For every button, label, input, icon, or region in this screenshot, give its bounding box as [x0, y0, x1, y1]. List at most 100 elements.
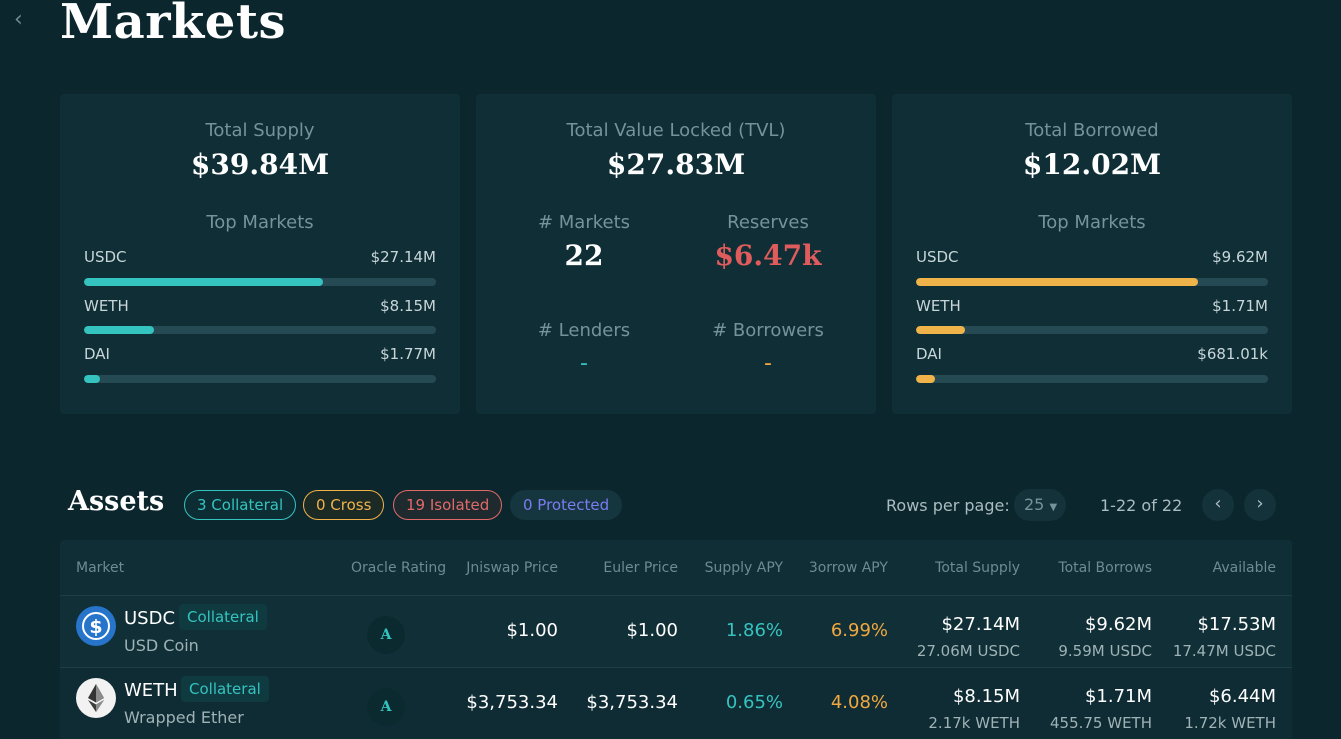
total-borrows-units: 9.59M USDC — [1058, 642, 1152, 660]
page-title: Markets — [60, 0, 287, 50]
chevron-right-icon: › — [1256, 493, 1264, 514]
protected-filter-chip[interactable]: 0 Protected — [510, 490, 623, 520]
prev-page-button[interactable]: ‹ — [1202, 489, 1234, 521]
assets-title: Assets — [68, 486, 165, 517]
reserves-value: $6.47k — [714, 239, 822, 272]
supply-apy: 0.65% — [725, 692, 783, 713]
total-borrowed-card: Total Borrowed $12.02M Top Markets USDC … — [892, 94, 1292, 414]
borrowers-label: # Borrowers — [712, 320, 824, 341]
borrow-apy: 4.08% — [830, 692, 888, 713]
next-page-button[interactable]: › — [1244, 489, 1276, 521]
col-header-total-borrows[interactable]: Total Borrows — [1058, 560, 1152, 576]
caret-down-icon: ▼ — [1049, 502, 1058, 513]
total-supply-value: $39.84M — [190, 148, 330, 181]
tvl-value: $27.83M — [606, 148, 746, 181]
top-market-row: WETH $8.15M — [84, 297, 436, 317]
borrowers-block: # Borrowers - — [668, 320, 868, 376]
top-market-row: DAI $681.01k — [916, 345, 1268, 365]
isolated-filter-chip[interactable]: 19 Isolated — [393, 490, 503, 520]
market-amount: $1.77M — [380, 345, 436, 363]
available: $6.44M — [1208, 686, 1276, 707]
reserves-block: Reserves $6.47k — [668, 212, 868, 272]
total-borrows: $9.62M — [1084, 614, 1152, 635]
uniswap-price: $1.00 — [506, 620, 558, 641]
market-share-fill — [916, 278, 1198, 286]
table-row[interactable]: $ USDC Collateral USD Coin A $1.00 $1.00… — [60, 595, 1292, 667]
asset-symbol: WETH — [124, 680, 178, 701]
assets-table: Market Oracle Rating Jniswap Price Euler… — [60, 540, 1292, 739]
pagination-info: 1-22 of 22 — [1100, 496, 1183, 515]
rows-per-page-value: 25 — [1024, 495, 1045, 514]
usdc-coin-icon: $ — [76, 606, 116, 646]
market-symbol: WETH — [84, 297, 129, 315]
market-share-bar — [916, 278, 1268, 286]
total-borrowed-value: $12.02M — [1022, 148, 1162, 181]
lenders-label: # Lenders — [537, 320, 631, 341]
market-amount: $681.01k — [1197, 345, 1268, 363]
top-markets-label: Top Markets — [206, 212, 314, 233]
market-share-fill — [84, 375, 100, 383]
top-market-row: DAI $1.77M — [84, 345, 436, 365]
market-symbol: DAI — [916, 345, 942, 363]
col-header-available[interactable]: Available — [1212, 560, 1276, 576]
col-header-supply-apy[interactable]: Supply APY — [704, 560, 783, 576]
col-header-borrow-apy[interactable]: 3orrow APY — [808, 560, 888, 576]
col-header-oracle-rating[interactable]: Oracle Rating — [351, 560, 447, 576]
market-share-fill — [916, 375, 936, 383]
lenders-block: # Lenders - — [484, 320, 684, 376]
reserves-label: Reserves — [727, 212, 809, 233]
markets-count-value: 22 — [564, 239, 604, 272]
total-supply: $8.15M — [952, 686, 1020, 707]
collateral-filter-chip[interactable]: 3 Collateral — [184, 490, 297, 520]
lenders-value: - — [580, 351, 588, 376]
asset-name: Wrapped Ether — [124, 708, 244, 727]
borrowers-value: - — [764, 351, 772, 376]
chevron-left-icon: ‹ — [1214, 493, 1222, 514]
market-symbol: DAI — [84, 345, 110, 363]
svg-text:$: $ — [89, 616, 102, 638]
total-supply: $27.14M — [941, 614, 1020, 635]
top-markets-label: Top Markets — [1038, 212, 1146, 233]
back-chevron-icon[interactable]: ‹ — [14, 7, 23, 32]
total-borrows-units: 455.75 WETH — [1049, 714, 1152, 732]
market-share-bar — [84, 278, 436, 286]
market-amount: $1.71M — [1212, 297, 1268, 315]
asset-name: USD Coin — [124, 636, 199, 655]
market-amount: $27.14M — [370, 248, 436, 266]
available-units: 1.72k WETH — [1184, 714, 1276, 732]
available-units: 17.47M USDC — [1172, 642, 1276, 660]
total-borrows: $1.71M — [1084, 686, 1152, 707]
cross-filter-chip[interactable]: 0 Cross — [303, 490, 385, 520]
supply-apy: 1.86% — [725, 620, 783, 641]
market-share-bar — [84, 375, 436, 383]
borrow-apy: 6.99% — [830, 620, 888, 641]
total-supply-label: Total Supply — [205, 120, 315, 141]
rows-per-page-label: Rows per page: — [886, 496, 1010, 515]
market-amount: $9.62M — [1212, 248, 1268, 266]
market-amount: $8.15M — [380, 297, 436, 315]
top-market-row: USDC $27.14M — [84, 248, 436, 268]
table-row[interactable]: WETH Collateral Wrapped Ether A $3,753.3… — [60, 667, 1292, 739]
total-supply-card: Total Supply $39.84M Top Markets USDC $2… — [60, 94, 460, 414]
market-symbol: WETH — [916, 297, 961, 315]
uniswap-price: $3,753.34 — [466, 692, 558, 713]
col-header-market[interactable]: Market — [76, 560, 125, 576]
market-share-bar — [916, 326, 1268, 334]
top-market-row: WETH $1.71M — [916, 297, 1268, 317]
markets-count-label: # Markets — [537, 212, 631, 233]
euler-price: $1.00 — [626, 620, 678, 641]
market-share-bar — [84, 326, 436, 334]
col-header-total-supply[interactable]: Total Supply — [935, 560, 1020, 576]
market-share-fill — [916, 326, 966, 334]
total-supply-units: 2.17k WETH — [928, 714, 1020, 732]
tvl-card: Total Value Locked (TVL) $27.83M # Marke… — [476, 94, 876, 414]
col-header-uniswap-price[interactable]: Jniswap Price — [466, 560, 558, 576]
col-header-euler-price[interactable]: Euler Price — [603, 560, 678, 576]
collateral-tag: Collateral — [179, 604, 267, 630]
collateral-tag: Collateral — [181, 676, 269, 702]
ethereum-icon — [76, 678, 116, 718]
total-borrowed-label: Total Borrowed — [1025, 120, 1159, 141]
euler-price: $3,753.34 — [586, 692, 678, 713]
rows-per-page-select[interactable]: 25 ▼ — [1014, 489, 1066, 521]
markets-count-block: # Markets 22 — [484, 212, 684, 272]
